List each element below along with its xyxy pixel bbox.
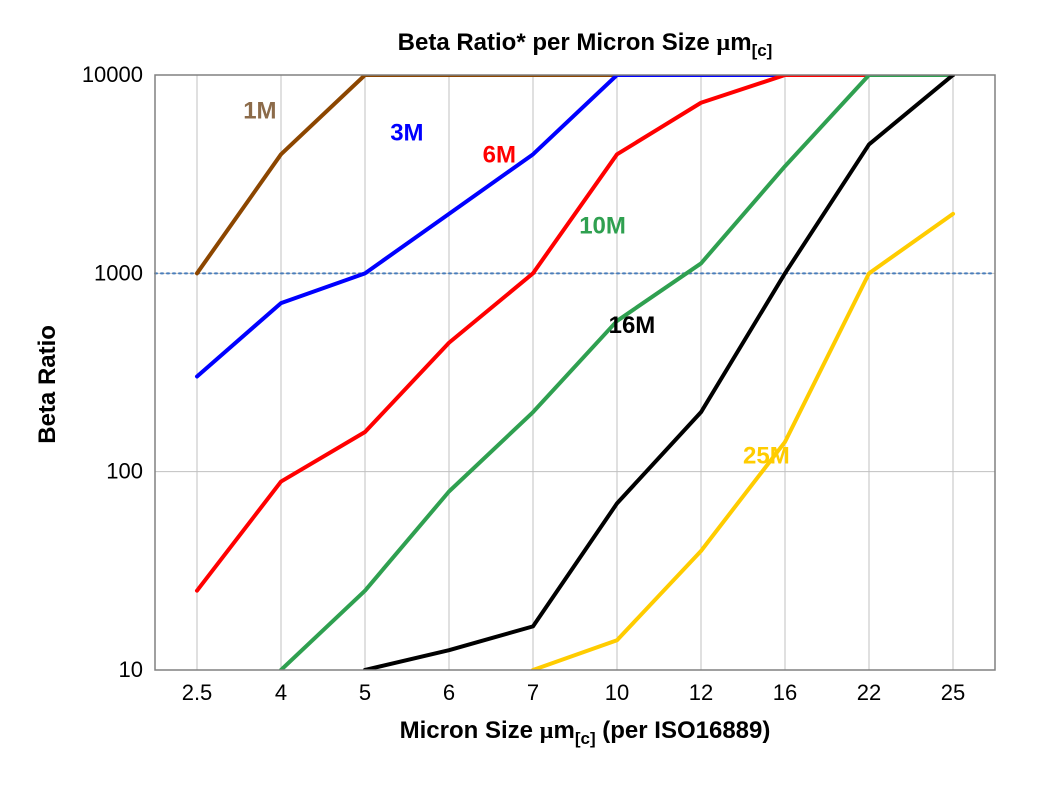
x-tick-label: 25 <box>941 680 965 705</box>
series-label-16M: 16M <box>609 312 656 339</box>
series-label-25M: 25M <box>743 443 790 470</box>
series-label-10M: 10M <box>579 213 626 240</box>
y-tick-label: 10 <box>119 657 143 682</box>
series-label-1M: 1M <box>243 98 276 125</box>
x-tick-label: 7 <box>527 680 539 705</box>
series-label-6M: 6M <box>483 141 516 168</box>
chart-title: Beta Ratio* per Micron Size µm[c] <box>398 29 773 60</box>
x-tick-label: 4 <box>275 680 287 705</box>
series-label-3M: 3M <box>390 119 423 146</box>
x-tick-label: 10 <box>605 680 629 705</box>
y-tick-label: 1000 <box>94 260 143 285</box>
x-tick-label: 6 <box>443 680 455 705</box>
beta-ratio-chart: 1M 3M 6M 10M 16M 25M 10 100 1000 10000 2.5 4 5 6 7 10 12… <box>0 0 1056 792</box>
y-tick-label: 10000 <box>82 62 143 87</box>
x-tick-label: 22 <box>857 680 881 705</box>
y-axis-label: Beta Ratio <box>34 325 61 444</box>
chart-container: 1M 3M 6M 10M 16M 25M 10 100 1000 10000 2.5 4 5 6 7 10 12… <box>0 0 1056 792</box>
x-axis-label: Micron Size µm[c] (per ISO16889) <box>400 717 771 748</box>
x-tick-label: 16 <box>773 680 797 705</box>
x-tick-label: 2.5 <box>182 680 213 705</box>
x-tick-label: 12 <box>689 680 713 705</box>
y-tick-label: 100 <box>106 459 143 484</box>
x-tick-label: 5 <box>359 680 371 705</box>
